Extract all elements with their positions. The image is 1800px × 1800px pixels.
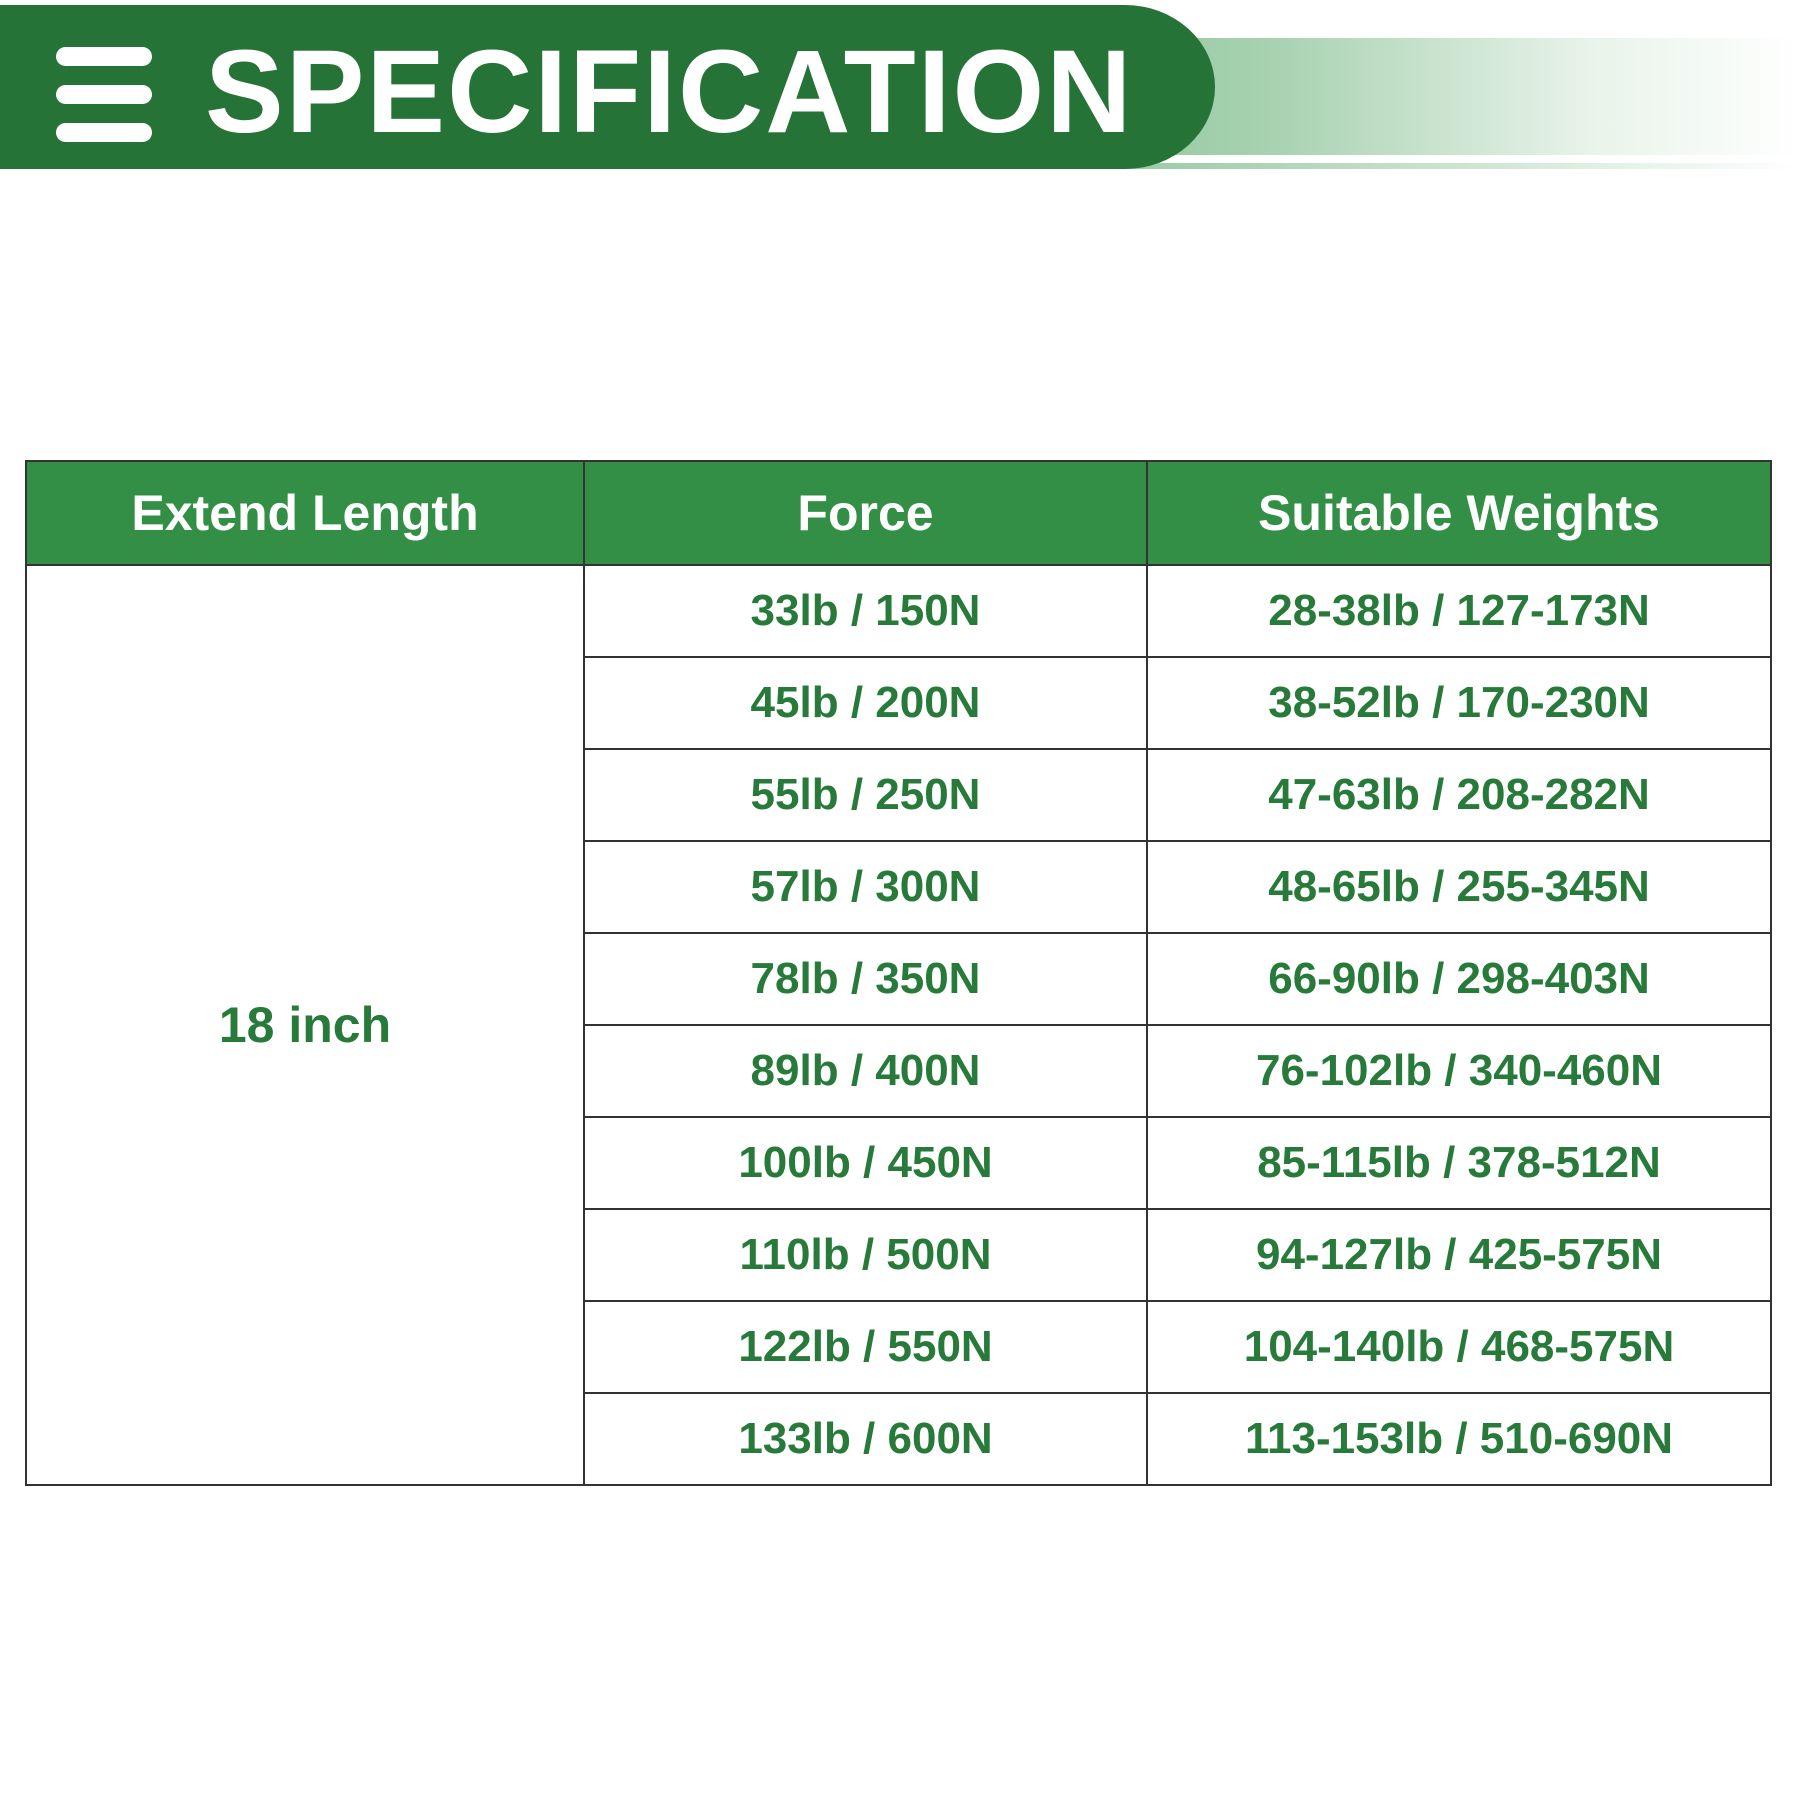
- force-cell: 100lb / 450N: [583, 1116, 1148, 1210]
- force-cell: 55lb / 250N: [583, 748, 1148, 842]
- table-row: 78lb / 350N 66-90lb / 298-403N: [26, 932, 1772, 1026]
- force-cell: 89lb / 400N: [583, 1024, 1148, 1118]
- table-row: 110lb / 500N 94-127lb / 425-575N: [26, 1208, 1772, 1302]
- weights-cell: 113-153lb / 510-690N: [1146, 1392, 1772, 1486]
- table-row: 89lb / 400N 76-102lb / 340-460N: [26, 1024, 1772, 1118]
- force-cell: 57lb / 300N: [583, 840, 1148, 934]
- column-header: Force: [583, 460, 1148, 566]
- weights-cell: 38-52lb / 170-230N: [1146, 656, 1772, 750]
- menu-icon: [56, 47, 152, 161]
- weights-cell: 76-102lb / 340-460N: [1146, 1024, 1772, 1118]
- table-header-row: Extend Length Force Suitable Weights: [25, 460, 1772, 566]
- weights-cell: 28-38lb / 127-173N: [1146, 564, 1772, 658]
- column-header: Suitable Weights: [1146, 460, 1772, 566]
- table-row: 45lb / 200N 38-52lb / 170-230N: [26, 656, 1772, 750]
- force-cell: 78lb / 350N: [583, 932, 1148, 1026]
- force-cell: 110lb / 500N: [583, 1208, 1148, 1302]
- weights-cell: 94-127lb / 425-575N: [1146, 1208, 1772, 1302]
- table-row: 55lb / 250N 47-63lb / 208-282N: [26, 748, 1772, 842]
- table-row: 122lb / 550N 104-140lb / 468-575N: [26, 1300, 1772, 1394]
- weights-cell: 85-115lb / 378-512N: [1146, 1116, 1772, 1210]
- header-banner: SPECIFICATION: [0, 5, 1215, 169]
- header-underline: [1100, 163, 1800, 169]
- force-cell: 133lb / 600N: [583, 1392, 1148, 1486]
- column-header: Extend Length: [25, 460, 585, 566]
- table-row: 18 inch 33lb / 150N 28-38lb / 127-173N: [25, 564, 1772, 1486]
- header-gradient-band: [1100, 38, 1800, 155]
- table-row: 133lb / 600N 113-153lb / 510-690N: [26, 1392, 1772, 1486]
- force-cell: 33lb / 150N: [583, 564, 1148, 658]
- extend-length-cell: 18 inch: [25, 564, 585, 1486]
- table-row: 100lb / 450N 85-115lb / 378-512N: [26, 1116, 1772, 1210]
- table-row: 57lb / 300N 48-65lb / 255-345N: [26, 840, 1772, 934]
- spec-table: Extend Length Force Suitable Weights 18 …: [25, 460, 1772, 1486]
- weights-cell: 47-63lb / 208-282N: [1146, 748, 1772, 842]
- page-title: SPECIFICATION: [205, 26, 1134, 158]
- force-cell: 45lb / 200N: [583, 656, 1148, 750]
- weights-cell: 66-90lb / 298-403N: [1146, 932, 1772, 1026]
- weights-cell: 104-140lb / 468-575N: [1146, 1300, 1772, 1394]
- force-cell: 122lb / 550N: [583, 1300, 1148, 1394]
- weights-cell: 48-65lb / 255-345N: [1146, 840, 1772, 934]
